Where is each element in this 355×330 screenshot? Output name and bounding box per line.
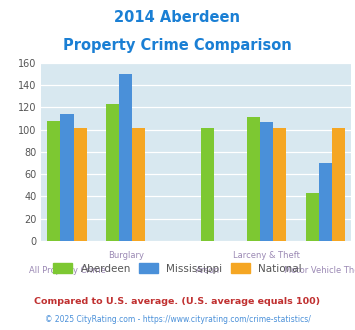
Text: 2014 Aberdeen: 2014 Aberdeen	[115, 10, 240, 25]
Text: All Property Crime: All Property Crime	[29, 266, 105, 275]
Text: Property Crime Comparison: Property Crime Comparison	[63, 38, 292, 53]
Bar	[47, 121, 60, 241]
Text: Arson: Arson	[196, 266, 220, 275]
Bar	[332, 128, 345, 241]
Bar	[247, 117, 260, 241]
Text: Burglary: Burglary	[108, 251, 144, 260]
Bar	[73, 128, 87, 241]
Text: © 2025 CityRating.com - https://www.cityrating.com/crime-statistics/: © 2025 CityRating.com - https://www.city…	[45, 315, 310, 324]
Bar	[132, 128, 146, 241]
Bar	[273, 128, 286, 241]
Text: Compared to U.S. average. (U.S. average equals 100): Compared to U.S. average. (U.S. average …	[34, 297, 321, 306]
Bar	[306, 193, 319, 241]
Text: Motor Vehicle Theft: Motor Vehicle Theft	[284, 266, 355, 275]
Bar	[319, 163, 332, 241]
Text: Larceny & Theft: Larceny & Theft	[233, 251, 300, 260]
Bar	[201, 128, 214, 241]
Legend: Aberdeen, Mississippi, National: Aberdeen, Mississippi, National	[54, 263, 301, 274]
Bar	[260, 122, 273, 241]
Bar	[60, 114, 73, 241]
Bar	[106, 104, 119, 241]
Bar	[119, 74, 132, 241]
